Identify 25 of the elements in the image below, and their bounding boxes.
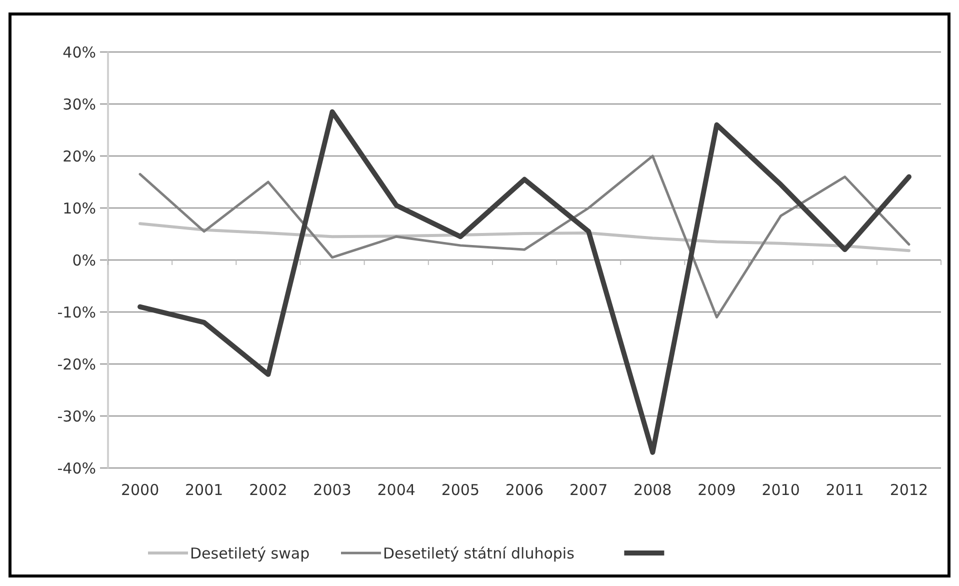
x-tick-label: 2001 bbox=[185, 481, 224, 499]
x-tick-label: 2000 bbox=[120, 481, 160, 499]
y-tick-label: 0% bbox=[72, 251, 96, 270]
legend-label: Desetiletý státní dluhopis bbox=[383, 544, 575, 562]
x-tick-label: 2002 bbox=[249, 481, 288, 499]
x-tick-label: 2005 bbox=[441, 481, 480, 499]
y-tick-label: 30% bbox=[62, 95, 96, 114]
y-tick-label: 40% bbox=[62, 43, 96, 62]
legend-label: Desetiletý swap bbox=[190, 544, 310, 562]
y-tick-label: -30% bbox=[57, 407, 96, 426]
x-tick-label: 2006 bbox=[505, 481, 544, 499]
x-tick-label: 2012 bbox=[890, 481, 928, 499]
y-tick-label: 20% bbox=[62, 147, 96, 166]
x-tick-label: 2003 bbox=[313, 481, 352, 499]
y-tick-label: 10% bbox=[62, 199, 96, 218]
x-tick-label: 2009 bbox=[698, 481, 736, 499]
y-tick-label: -10% bbox=[57, 303, 96, 322]
x-tick-label: 2007 bbox=[569, 481, 608, 499]
x-tick-label: 2004 bbox=[377, 481, 416, 499]
x-tick-label: 2011 bbox=[826, 481, 864, 499]
y-tick-label: -40% bbox=[57, 459, 96, 478]
line-series bbox=[138, 222, 910, 252]
x-tick-label: 2010 bbox=[762, 481, 800, 499]
x-tick-label: 2008 bbox=[634, 481, 672, 499]
y-tick-label: -20% bbox=[57, 355, 96, 374]
